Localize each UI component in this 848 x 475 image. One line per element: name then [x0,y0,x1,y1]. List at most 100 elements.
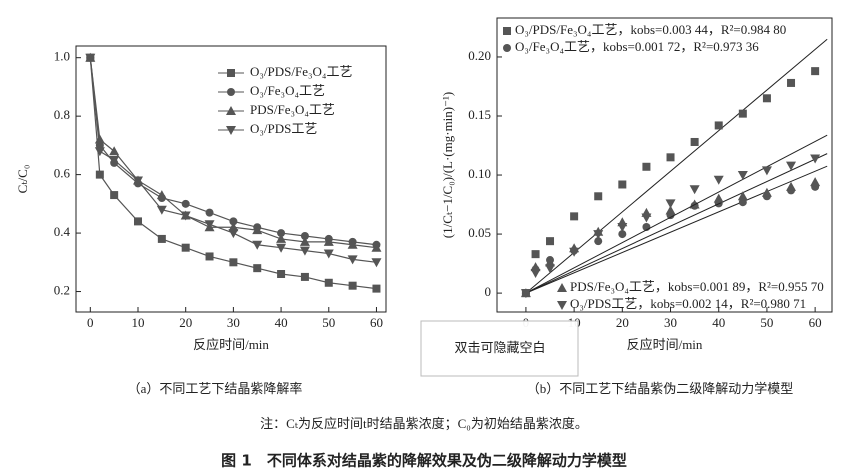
marker [503,27,511,35]
marker [300,272,309,281]
y-tick-label: 0.6 [54,166,71,181]
x-axis-label: 反应时间/min [193,337,269,352]
x-tick-label: 40 [275,315,288,330]
marker [617,222,628,232]
marker [737,191,748,201]
series-line [89,57,377,246]
marker [204,220,215,230]
marker [570,212,579,221]
marker [181,243,190,252]
marker [94,147,105,157]
y-tick-label: 0.8 [54,107,70,122]
x-tick-label: 50 [760,315,773,330]
marker [810,177,821,187]
y-tick-label: 0.20 [468,48,491,63]
legend-name: PDS/Fe₃O₄工艺 [250,102,335,117]
marker [594,237,603,246]
marker [713,193,724,203]
marker [226,126,236,135]
legend-label: O₃/Fe₃O₄工艺 [250,83,325,98]
marker [761,166,772,176]
marker [642,162,651,171]
legend-fit: ，kobs=0.001 72，R²=0.973 36 [590,39,759,54]
fit-line [525,153,828,294]
marker [299,246,310,256]
marker [618,230,627,239]
marker [786,161,797,171]
marker [181,199,190,208]
marker [323,249,334,259]
x-tick-label: 40 [712,315,725,330]
legend-name: PDS/Fe₃O₄工艺 [570,279,655,294]
marker [761,187,772,197]
marker [95,170,104,179]
marker [503,44,511,52]
marker [811,67,820,76]
note: 注：Cₜ为反应时间t时结晶紫浓度；C₀为初始结晶紫浓度。 [260,416,588,432]
marker [324,278,333,287]
series-line [89,57,377,263]
marker [762,94,771,103]
marker [787,78,796,87]
y-tick-label: 0.2 [54,283,70,298]
marker [546,237,555,246]
overlay-box[interactable] [420,320,579,377]
x-tick-label: 60 [809,315,822,330]
x-tick-label: 20 [179,315,192,330]
marker [348,281,357,290]
marker [531,250,540,259]
marker [713,175,724,185]
marker [109,156,120,165]
marker [156,190,167,200]
x-axis-label: 反应时间/min [627,337,703,352]
overlay-text[interactable]: 双击可隐藏空白 [454,340,545,355]
marker [810,154,821,164]
marker [277,270,286,278]
marker [277,229,286,238]
y-axis-label: Cₜ/C₀ [15,165,30,194]
marker [227,88,235,96]
marker [229,258,238,267]
legend-fit: ，kobs=0.001 89，R²=0.955 70 [655,279,824,294]
marker [229,217,238,226]
legend-fit: ，kobs=0.003 44，R²=0.984 80 [617,22,786,37]
marker [594,192,603,201]
caption-b: （b）不同工艺下结晶紫伪二级降解动力学模型 [527,381,794,396]
marker [157,234,166,243]
plot-frame [75,45,387,313]
marker [156,205,167,215]
legend-label: O₃/PDS/Fe₃O₄工艺 [250,64,352,79]
legend-label: PDS/Fe₃O₄工艺，kobs=0.001 89，R²=0.955 70 [570,279,824,294]
legend-label: PDS/Fe₃O₄工艺 [250,102,335,117]
plot-frame [496,17,833,313]
marker [786,181,797,191]
marker [276,233,287,243]
marker [737,171,748,181]
marker [276,243,287,253]
marker [180,211,191,221]
marker [109,146,120,156]
legend-label: O₃/PDS/Fe₃O₄工艺，kobs=0.003 44，R²=0.984 80 [515,22,786,37]
fit-line [525,165,828,294]
x-tick-label: 30 [227,315,240,330]
marker [205,208,214,217]
marker [347,255,358,265]
marker [371,258,382,268]
x-tick-label: 50 [322,315,335,330]
marker [665,199,676,209]
x-tick-label: 60 [370,315,383,330]
x-tick-label: 20 [616,315,629,330]
marker [253,264,262,273]
marker [85,53,96,63]
y-axis-label: (1/Cₜ−1/C₀)/(L·(mg·min)⁻¹) [440,92,455,238]
legend-name: O₃/PDS/Fe₃O₄工艺 [250,64,352,79]
marker [205,252,214,261]
y-tick-label: 0 [485,284,492,299]
marker [593,230,604,240]
y-tick-label: 0.15 [468,107,491,122]
marker [372,284,381,293]
y-tick-label: 0.10 [468,166,491,181]
marker [94,134,105,144]
y-tick-label: 0.4 [54,224,71,239]
